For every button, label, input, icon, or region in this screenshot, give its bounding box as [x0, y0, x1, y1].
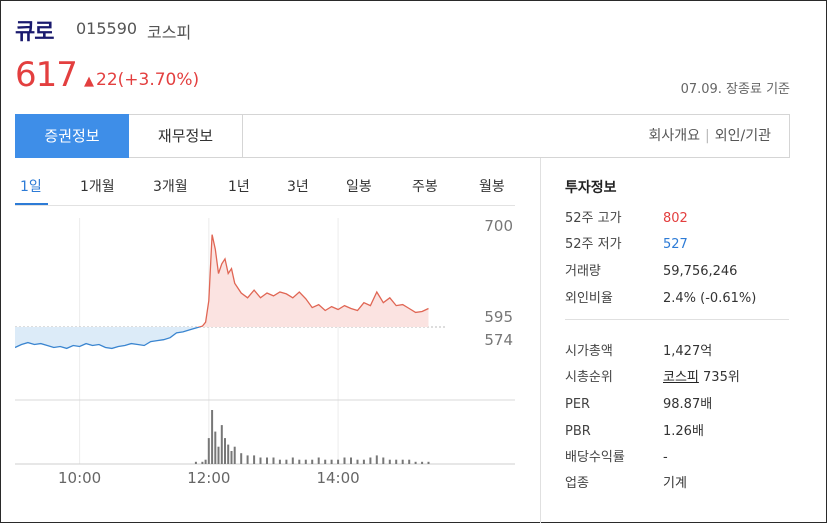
- rank-market-link[interactable]: 코스피: [663, 370, 699, 385]
- info-row-market-cap: 시가총액 1,427억: [565, 344, 713, 359]
- volume-bar: [401, 459, 404, 464]
- volume-bar: [382, 457, 385, 464]
- period-tab-1month[interactable]: 1개월: [80, 179, 115, 195]
- y-tick-label: 574: [484, 331, 513, 349]
- up-triangle-icon: ▲: [84, 74, 94, 89]
- x-tick-label: 12:00: [187, 469, 230, 487]
- volume-bar: [224, 438, 226, 464]
- price-area-up: [15, 234, 429, 328]
- volume-bar: [408, 459, 411, 464]
- info-row-52w-high: 52주 고가 802: [565, 211, 688, 226]
- volume-bar: [220, 425, 223, 464]
- volume-bar: [324, 459, 327, 464]
- volume-bar: [194, 461, 197, 464]
- volume-bar: [330, 459, 333, 464]
- x-tick-label: 14:00: [316, 469, 359, 487]
- active-tab-underline: [15, 203, 48, 205]
- period-tab-daily[interactable]: 일봉: [346, 179, 372, 195]
- period-tabs: 1일 1개월 3개월 1년 3년 일봉 주봉 월봉: [15, 174, 515, 206]
- volume-bar: [362, 459, 365, 464]
- info-tabbar: 증권정보 재무정보 회사개요 | 외인/기관: [15, 114, 790, 158]
- period-tab-monthly[interactable]: 월봉: [479, 179, 505, 195]
- volume-bar: [253, 455, 256, 464]
- period-tab-3month[interactable]: 3개월: [153, 179, 188, 195]
- info-row-52w-low: 52주 저가 527: [565, 237, 688, 252]
- volume-bar: [421, 461, 424, 464]
- volume-bar: [272, 457, 275, 464]
- volume-bar: [375, 455, 378, 464]
- link-separator: |: [705, 128, 710, 144]
- period-tab-1day[interactable]: 1일: [20, 179, 42, 195]
- volume-bar: [246, 455, 249, 464]
- tab-financial-info[interactable]: 재무정보: [129, 114, 243, 158]
- info-row-cap-rank: 시총순위 코스피 735위: [565, 370, 740, 385]
- volume-bar: [278, 459, 281, 464]
- y-tick-label: 700: [484, 217, 513, 235]
- volume-bar: [369, 457, 372, 464]
- stock-code: 015590: [76, 19, 138, 38]
- info-row-pbr: PBR 1.26배: [565, 424, 704, 439]
- y-tick-label: 595: [484, 308, 513, 326]
- x-tick-label: 10:00: [58, 469, 101, 487]
- period-tab-3year[interactable]: 3년: [287, 179, 309, 195]
- volume-bar: [427, 461, 430, 464]
- price-area-down: [15, 327, 200, 349]
- price-line-down: [15, 327, 202, 350]
- volume-bar: [240, 453, 243, 464]
- volume-bar: [227, 444, 230, 464]
- company-overview-link[interactable]: 회사개요: [648, 128, 701, 144]
- volume-bar: [259, 457, 262, 464]
- volume-bar: [311, 459, 314, 464]
- tabbar-links: 회사개요 | 외인/기관: [649, 115, 772, 157]
- volume-bar: [207, 438, 210, 464]
- volume-bar: [211, 410, 214, 464]
- volume-bar: [230, 451, 233, 464]
- investment-info-panel: 투자정보 52주 고가 802 52주 저가 527 거래량 59,756,246 외…: [540, 158, 808, 523]
- volume-bar: [356, 459, 359, 464]
- volume-bar: [343, 457, 346, 464]
- volume-bar: [414, 461, 417, 464]
- volume-bar: [291, 457, 294, 464]
- current-price: 617: [15, 55, 78, 95]
- info-row-volume: 거래량 59,756,246: [565, 264, 738, 279]
- volume-bar: [285, 459, 288, 464]
- volume-bar: [204, 459, 207, 464]
- volume-bar: [337, 459, 340, 464]
- sidebar-divider: [565, 319, 789, 320]
- volume-bar: [266, 457, 268, 464]
- volume-bar: [304, 459, 307, 464]
- volume-bar: [214, 431, 217, 464]
- info-row-dividend-yield: 배당수익률 -: [565, 450, 668, 465]
- volume-bar: [395, 459, 398, 464]
- info-row-per: PER 98.87배: [565, 397, 713, 412]
- foreign-institution-link[interactable]: 외인/기관: [714, 128, 771, 144]
- as-of-label: 07.09. 장종료 기준: [680, 82, 790, 97]
- volume-bar: [233, 446, 236, 464]
- volume-bar: [350, 457, 352, 464]
- period-tab-weekly[interactable]: 주봉: [412, 179, 438, 195]
- tab-securities-info[interactable]: 증권정보: [15, 114, 129, 158]
- intraday-chart[interactable]: 700 595 574 10:00 12:00 14:00: [15, 208, 520, 498]
- volume-bar: [217, 446, 220, 464]
- market-label: 코스피: [147, 23, 192, 42]
- price-change: ▲ 22(+3.70%): [84, 70, 199, 90]
- price-change-value: 22(+3.70%): [96, 70, 200, 90]
- volume-bar: [317, 457, 320, 464]
- info-row-industry: 업종 기계: [565, 476, 687, 491]
- price-line-up: [196, 234, 429, 328]
- volume-bar: [298, 459, 301, 464]
- period-tab-1year[interactable]: 1년: [228, 179, 250, 195]
- info-row-foreign-ratio: 외인비율 2.4% (-0.61%): [565, 291, 757, 306]
- volume-bar: [388, 459, 391, 464]
- volume-bar: [201, 461, 204, 464]
- investment-info-title: 투자정보: [565, 180, 617, 196]
- stock-name[interactable]: 큐로: [15, 20, 54, 45]
